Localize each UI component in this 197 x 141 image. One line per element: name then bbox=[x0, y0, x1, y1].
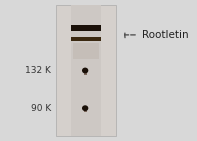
Bar bbox=[71, 25, 101, 31]
Ellipse shape bbox=[82, 68, 88, 73]
Bar bbox=[56, 5, 116, 136]
Bar bbox=[71, 37, 101, 41]
Text: 90 K: 90 K bbox=[31, 104, 51, 113]
Text: Rootletin: Rootletin bbox=[142, 30, 188, 40]
Bar bbox=[71, 5, 101, 136]
Bar bbox=[84, 71, 87, 75]
Ellipse shape bbox=[82, 105, 88, 111]
Bar bbox=[73, 43, 99, 59]
Text: 132 K: 132 K bbox=[25, 66, 51, 75]
Bar bbox=[84, 109, 87, 112]
